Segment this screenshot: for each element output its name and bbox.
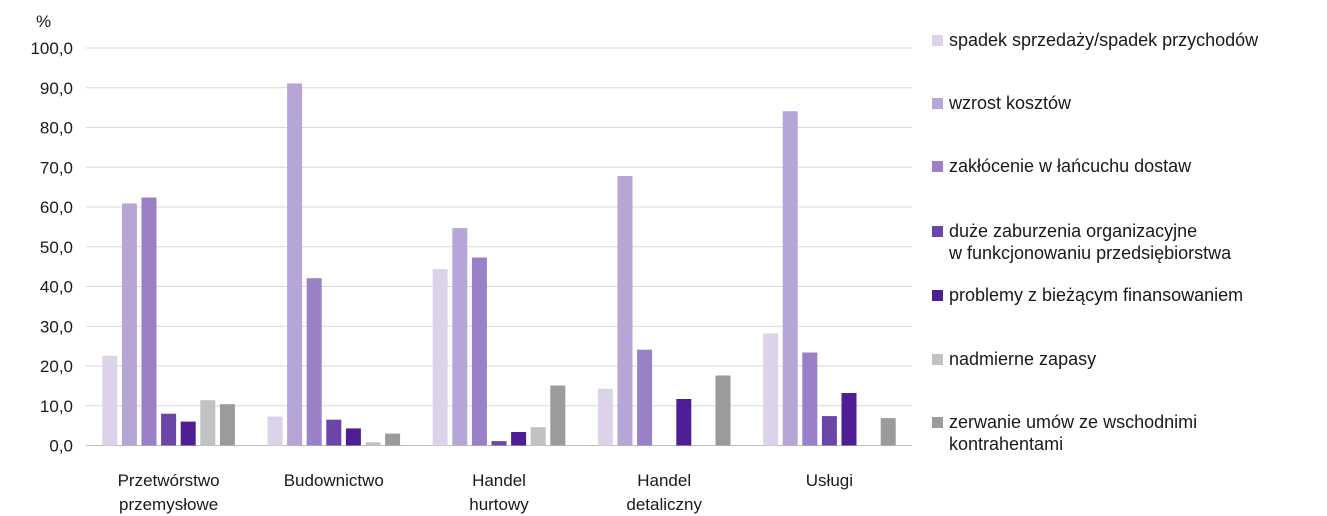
bar xyxy=(782,111,798,446)
legend-label: nadmierne zapasy xyxy=(949,349,1097,369)
bar xyxy=(326,419,342,446)
y-axis-unit-label: % xyxy=(36,12,51,31)
bar xyxy=(345,428,361,446)
legend: spadek sprzedaży/spadek przychodów wzrost… xyxy=(932,0,1324,470)
legend-item: problemy z bieżącym finansowaniem xyxy=(932,284,1243,306)
legend-item: zakłócenie w łańcuchu dostaw xyxy=(932,155,1191,177)
legend-item: spadek sprzedaży/spadek przychodów xyxy=(932,29,1258,51)
y-tick-label: 10,0 xyxy=(40,397,73,416)
legend-label: problemy z bieżącym finansowaniem xyxy=(949,285,1244,305)
bar xyxy=(102,355,118,446)
bar xyxy=(471,257,487,446)
bar xyxy=(365,442,381,446)
bar xyxy=(491,441,507,446)
bar xyxy=(802,352,818,446)
bar xyxy=(617,176,633,446)
x-axis-categories: Przetwórstwo przemysłowe Budownictwo Handel… xyxy=(118,471,853,514)
legend-label: duże zaburzenia organizacyjne w funkcjono… xyxy=(949,221,1232,263)
x-category-label: Usługi xyxy=(806,471,853,490)
bar xyxy=(385,433,401,446)
legend-item: duże zaburzenia organizacyjne w funkcjono… xyxy=(932,220,1231,264)
bar xyxy=(597,388,613,446)
legend-swatch xyxy=(932,35,943,46)
y-tick-label: 60,0 xyxy=(40,198,73,217)
x-category-label: Handel hurtowy xyxy=(469,471,529,514)
y-tick-label: 30,0 xyxy=(40,317,73,336)
y-tick-label: 40,0 xyxy=(40,278,73,297)
bar xyxy=(511,432,527,446)
bar xyxy=(161,413,177,446)
bar xyxy=(452,228,468,446)
y-tick-label: 90,0 xyxy=(40,79,73,98)
legend-swatch xyxy=(932,290,943,301)
y-tick-label: 70,0 xyxy=(40,158,73,177)
bar xyxy=(841,393,857,446)
bar xyxy=(637,349,653,446)
bar-chart: 0,0 10,0 20,0 30,0 40,0 50,0 60,0 70,0 80,0 90,0 1… xyxy=(30,12,912,514)
legend-swatch xyxy=(932,98,943,109)
bar xyxy=(306,278,322,446)
y-axis-ticks: 0,0 10,0 20,0 30,0 40,0 50,0 60,0 70,0 80,0 90,0 1… xyxy=(30,39,73,456)
legend-item: nadmierne zapasy xyxy=(932,348,1096,370)
bar xyxy=(121,203,137,446)
y-tick-label: 100,0 xyxy=(30,39,73,58)
bar xyxy=(200,400,216,446)
bar xyxy=(821,416,837,446)
bar xyxy=(267,416,283,446)
legend-swatch xyxy=(932,226,943,237)
bar xyxy=(676,399,692,446)
legend-swatch xyxy=(932,161,943,172)
legend-label: spadek sprzedaży/spadek przychodów xyxy=(949,30,1259,50)
bar xyxy=(715,375,731,446)
bar xyxy=(763,333,779,446)
y-tick-label: 50,0 xyxy=(40,238,73,257)
bar xyxy=(287,83,303,446)
legend-swatch xyxy=(932,354,943,365)
bar xyxy=(550,385,566,446)
y-tick-label: 80,0 xyxy=(40,119,73,138)
legend-label: wzrost kosztów xyxy=(949,93,1072,113)
legend-label: zerwanie umów ze wschodnimi kontrahentami xyxy=(949,412,1198,454)
bar xyxy=(141,197,157,446)
x-category-label: Handel detaliczny xyxy=(626,471,702,514)
x-category-label: Budownictwo xyxy=(284,471,384,490)
y-tick-label: 20,0 xyxy=(40,357,73,376)
bars xyxy=(102,83,896,446)
bar xyxy=(530,427,546,446)
legend-item: wzrost kosztów xyxy=(932,92,1071,114)
bar xyxy=(180,421,196,446)
y-tick-label: 0,0 xyxy=(49,437,73,456)
legend-swatch xyxy=(932,417,943,428)
bar xyxy=(432,269,448,446)
legend-label: zakłócenie w łańcuchu dostaw xyxy=(949,156,1192,176)
bar xyxy=(219,404,235,446)
bar xyxy=(880,418,896,446)
x-category-label: Przetwórstwo przemysłowe xyxy=(118,471,220,514)
legend-item: zerwanie umów ze wschodnimi kontrahentami xyxy=(932,411,1197,455)
